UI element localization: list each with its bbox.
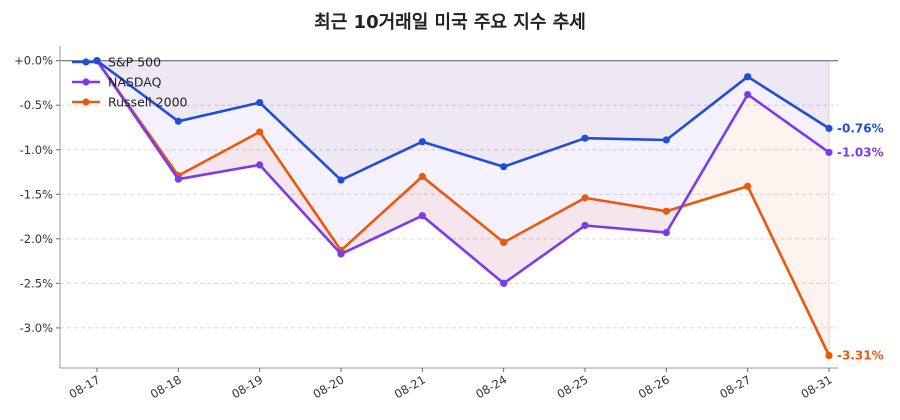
data-point (174, 175, 182, 183)
y-tick-label: -1.0% (20, 143, 53, 157)
y-tick-label: -1.5% (20, 187, 53, 201)
series-line-0 (96, 59, 830, 182)
end-value-label: -3.31% (837, 349, 884, 363)
x-tick-label: 08-20 (311, 372, 347, 401)
legend-marker (82, 78, 90, 86)
data-point (256, 161, 264, 169)
data-point (581, 194, 589, 202)
x-tick-label: 08-21 (392, 372, 428, 401)
x-tick-label: 08-27 (717, 372, 753, 401)
y-tick-label: -2.5% (20, 276, 53, 290)
x-tick-label: 08-25 (555, 372, 591, 401)
legend-label: S&P 500 (108, 55, 161, 70)
x-tick-label: 08-31 (799, 372, 835, 401)
y-tick-label: -3.0% (20, 321, 53, 335)
data-point (337, 250, 345, 258)
y-tick-label: -2.0% (20, 232, 53, 246)
data-point (662, 136, 670, 144)
data-point (418, 138, 426, 146)
x-tick-label: 08-24 (473, 372, 509, 401)
data-point (581, 134, 589, 142)
data-point (825, 351, 833, 360)
y-tick-label: +0.0% (14, 54, 53, 68)
legend-marker (82, 98, 90, 106)
data-point (256, 98, 264, 107)
data-point (337, 176, 345, 184)
data-point (418, 172, 426, 181)
x-tick-label: 08-17 (67, 372, 103, 401)
data-point (662, 207, 670, 215)
end-labels: -0.76% -1.03% -3.31% (837, 121, 884, 362)
data-point (662, 229, 670, 237)
end-value-label: -0.76% (837, 121, 884, 135)
data-point (418, 212, 426, 220)
legend: S&P 500 NASDAQ Russell 2000 (72, 55, 188, 110)
x-tick-label: 08-26 (636, 372, 672, 401)
data-point (581, 221, 589, 230)
x-tick-label: 08-19 (229, 372, 265, 401)
fill-sp500-band (97, 60, 829, 181)
x-tick-label: 08-18 (148, 372, 184, 401)
chart-title: 최근 10거래일 미국 주요 지수 추세 (314, 12, 586, 33)
legend-label: Russell 2000 (108, 95, 188, 110)
legend-label: NASDAQ (108, 75, 162, 90)
data-point (744, 90, 752, 99)
data-point (744, 73, 752, 81)
series-line-2 (95, 59, 831, 357)
series-line-1 (95, 59, 830, 285)
fill-nasdaq-band (97, 60, 829, 284)
area-fills (97, 60, 830, 356)
data-point (174, 117, 182, 125)
series-lines (93, 57, 833, 360)
legend-marker (82, 58, 90, 66)
y-tick-label: -0.5% (20, 98, 53, 112)
end-value-label: -1.03% (837, 145, 884, 159)
data-point (825, 124, 833, 132)
data-point (500, 238, 508, 247)
data-point (500, 163, 508, 171)
data-point (825, 148, 833, 157)
data-point (500, 279, 508, 287)
data-point (256, 128, 264, 136)
data-point (744, 182, 752, 190)
